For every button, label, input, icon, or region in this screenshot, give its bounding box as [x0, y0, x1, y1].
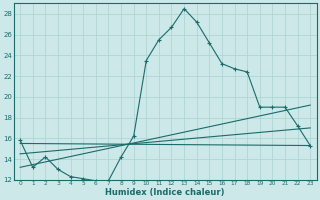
X-axis label: Humidex (Indice chaleur): Humidex (Indice chaleur): [106, 188, 225, 197]
